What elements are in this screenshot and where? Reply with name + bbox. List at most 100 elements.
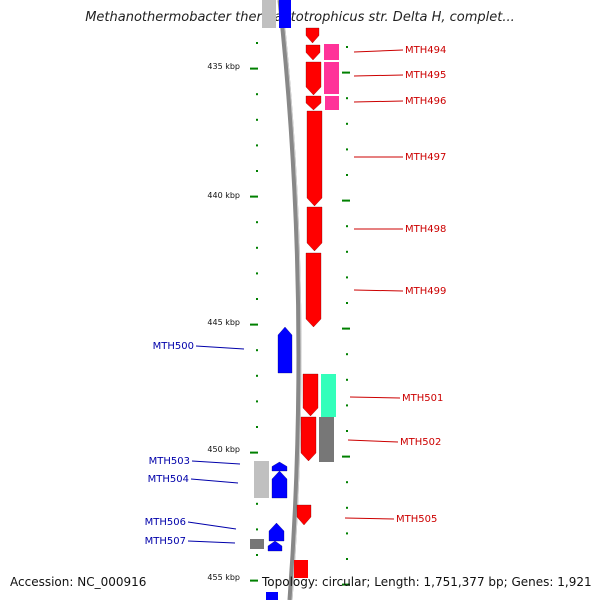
- gene-label-mth500[interactable]: MTH500: [153, 341, 194, 352]
- scale-labels: 435 kbp 440 kbp 445 kbp 450 kbp 455 kbp: [207, 62, 240, 582]
- ruler-tick-left: [256, 42, 258, 44]
- gene-labels: MTH494 MTH495 MTH496 MTH497 MTH498 MTH499 MTH5…: [145, 45, 447, 547]
- scale-label: 445 kbp: [207, 318, 240, 327]
- ruler-tick-left: [256, 554, 258, 556]
- ruler-tick-right: [346, 302, 348, 304]
- gene-label-mth502[interactable]: MTH502: [400, 437, 441, 448]
- gene-callouts: [187, 49, 404, 544]
- gene-feature-mth503: [254, 461, 269, 498]
- gene-label-mth503[interactable]: MTH503: [149, 456, 190, 467]
- gene-feature-mth501: [302, 373, 319, 417]
- ruler-tick-left: [256, 246, 258, 249]
- gene-label-mth501[interactable]: MTH501: [402, 393, 443, 404]
- callout-line: [353, 49, 404, 53]
- gene-feature-mth495: [305, 61, 322, 96]
- ruler-tick-right: [346, 558, 348, 560]
- ruler-tick-left: [256, 221, 258, 224]
- ruler-tick-right: [346, 46, 348, 48]
- map-title: Methanothermobacter thermautotrophicus s…: [85, 10, 515, 25]
- gene-feature-mth496: [305, 95, 322, 111]
- ruler-tick-left: [256, 118, 258, 121]
- gene-feature-mth494-b: [305, 44, 321, 61]
- topology-text: Topology: circular; Length: 1,751,377 bp…: [262, 575, 592, 589]
- ruler-tick-left: [256, 400, 258, 403]
- accession-text: Accession: NC_000916: [10, 575, 147, 589]
- callout-line: [353, 74, 404, 77]
- scale-label: 440 kbp: [207, 191, 240, 200]
- partial-feature-red-bottom: [294, 560, 308, 578]
- ruler-tick-left: [256, 374, 258, 377]
- gene-label-mth497[interactable]: MTH497: [405, 152, 446, 163]
- ruler-tick-right: [346, 404, 348, 407]
- ruler-tick-right: [342, 71, 350, 74]
- gene-feature-mth494-pink: [324, 44, 339, 60]
- partial-feature-blue: [279, 0, 291, 28]
- ruler-tick-right: [346, 276, 348, 279]
- callout-line: [190, 478, 239, 484]
- gene-feature-mth496-pink: [325, 96, 339, 110]
- gene-feature-mth502: [300, 416, 317, 462]
- gene-label-mth496[interactable]: MTH496: [405, 96, 446, 107]
- ruler-tick-right: [346, 174, 348, 176]
- gene-feature-mth507-grey: [250, 539, 264, 549]
- callout-line: [187, 521, 237, 530]
- ruler-tick-left: [256, 272, 258, 275]
- gene-feature-mth506: [268, 522, 285, 542]
- ruler-tick-left: [256, 528, 258, 531]
- ruler-tick-right: [346, 353, 348, 356]
- ruler-tick-left: [250, 451, 258, 454]
- gene-label-mth495[interactable]: MTH495: [405, 70, 446, 81]
- scale-label: 435 kbp: [207, 62, 240, 71]
- callout-line: [353, 100, 404, 103]
- ruler-tick-right: [342, 583, 350, 586]
- ruler-tick-right: [346, 532, 348, 535]
- gene-feature-mth505: [296, 504, 312, 526]
- gene-feature-mth503-blue: [271, 461, 288, 472]
- gene-feature-mth495-pink: [324, 62, 339, 94]
- gene-label-mth506[interactable]: MTH506: [145, 517, 186, 528]
- partial-feature-blue-bottom: [266, 592, 278, 600]
- callout-line: [347, 439, 399, 443]
- scale-label: 450 kbp: [207, 445, 240, 454]
- gene-feature-mth507: [267, 540, 283, 552]
- gene-feature-mth498: [306, 206, 323, 252]
- ruler-tick-left: [256, 144, 258, 147]
- ruler-tick-left: [256, 170, 258, 172]
- gene-label-mth499[interactable]: MTH499: [405, 286, 446, 297]
- ruler-tick-right: [346, 250, 348, 253]
- ruler-tick-left: [256, 426, 258, 428]
- gene-feature-mth494: [305, 27, 320, 44]
- ruler-tick-left: [250, 323, 258, 326]
- callout-line: [191, 460, 241, 465]
- ruler-ticks: [250, 42, 350, 586]
- ruler-tick-left: [256, 349, 258, 352]
- callout-line: [349, 396, 401, 399]
- genome-backbone: [277, 0, 302, 600]
- gene-label-mth507[interactable]: MTH507: [145, 536, 186, 547]
- ruler-tick-left: [256, 502, 258, 505]
- ruler-tick-right: [342, 199, 350, 202]
- ruler-tick-right: [346, 430, 348, 432]
- callout-line: [344, 517, 395, 520]
- gene-label-mth498[interactable]: MTH498: [405, 224, 446, 235]
- ruler-tick-right: [346, 148, 348, 151]
- callout-line: [187, 540, 236, 544]
- ruler-tick-right: [346, 481, 348, 484]
- gene-feature-mth499: [305, 252, 322, 328]
- ruler-tick-right: [346, 506, 348, 509]
- gene-feature-mth497: [306, 110, 323, 207]
- gene-label-mth505[interactable]: MTH505: [396, 514, 437, 525]
- gene-label-mth494[interactable]: MTH494: [405, 45, 446, 56]
- callout-line: [195, 345, 245, 350]
- gene-feature-mth504: [271, 470, 288, 499]
- partial-feature-grey: [262, 0, 276, 28]
- ruler-tick-left: [250, 195, 258, 198]
- scale-label: 455 kbp: [207, 573, 240, 582]
- ruler-tick-right: [346, 97, 348, 100]
- ruler-tick-right: [346, 378, 348, 381]
- ruler-tick-left: [256, 298, 258, 300]
- gene-label-mth504[interactable]: MTH504: [148, 474, 189, 485]
- ruler-tick-left: [256, 93, 258, 96]
- ruler-tick-right: [346, 122, 348, 125]
